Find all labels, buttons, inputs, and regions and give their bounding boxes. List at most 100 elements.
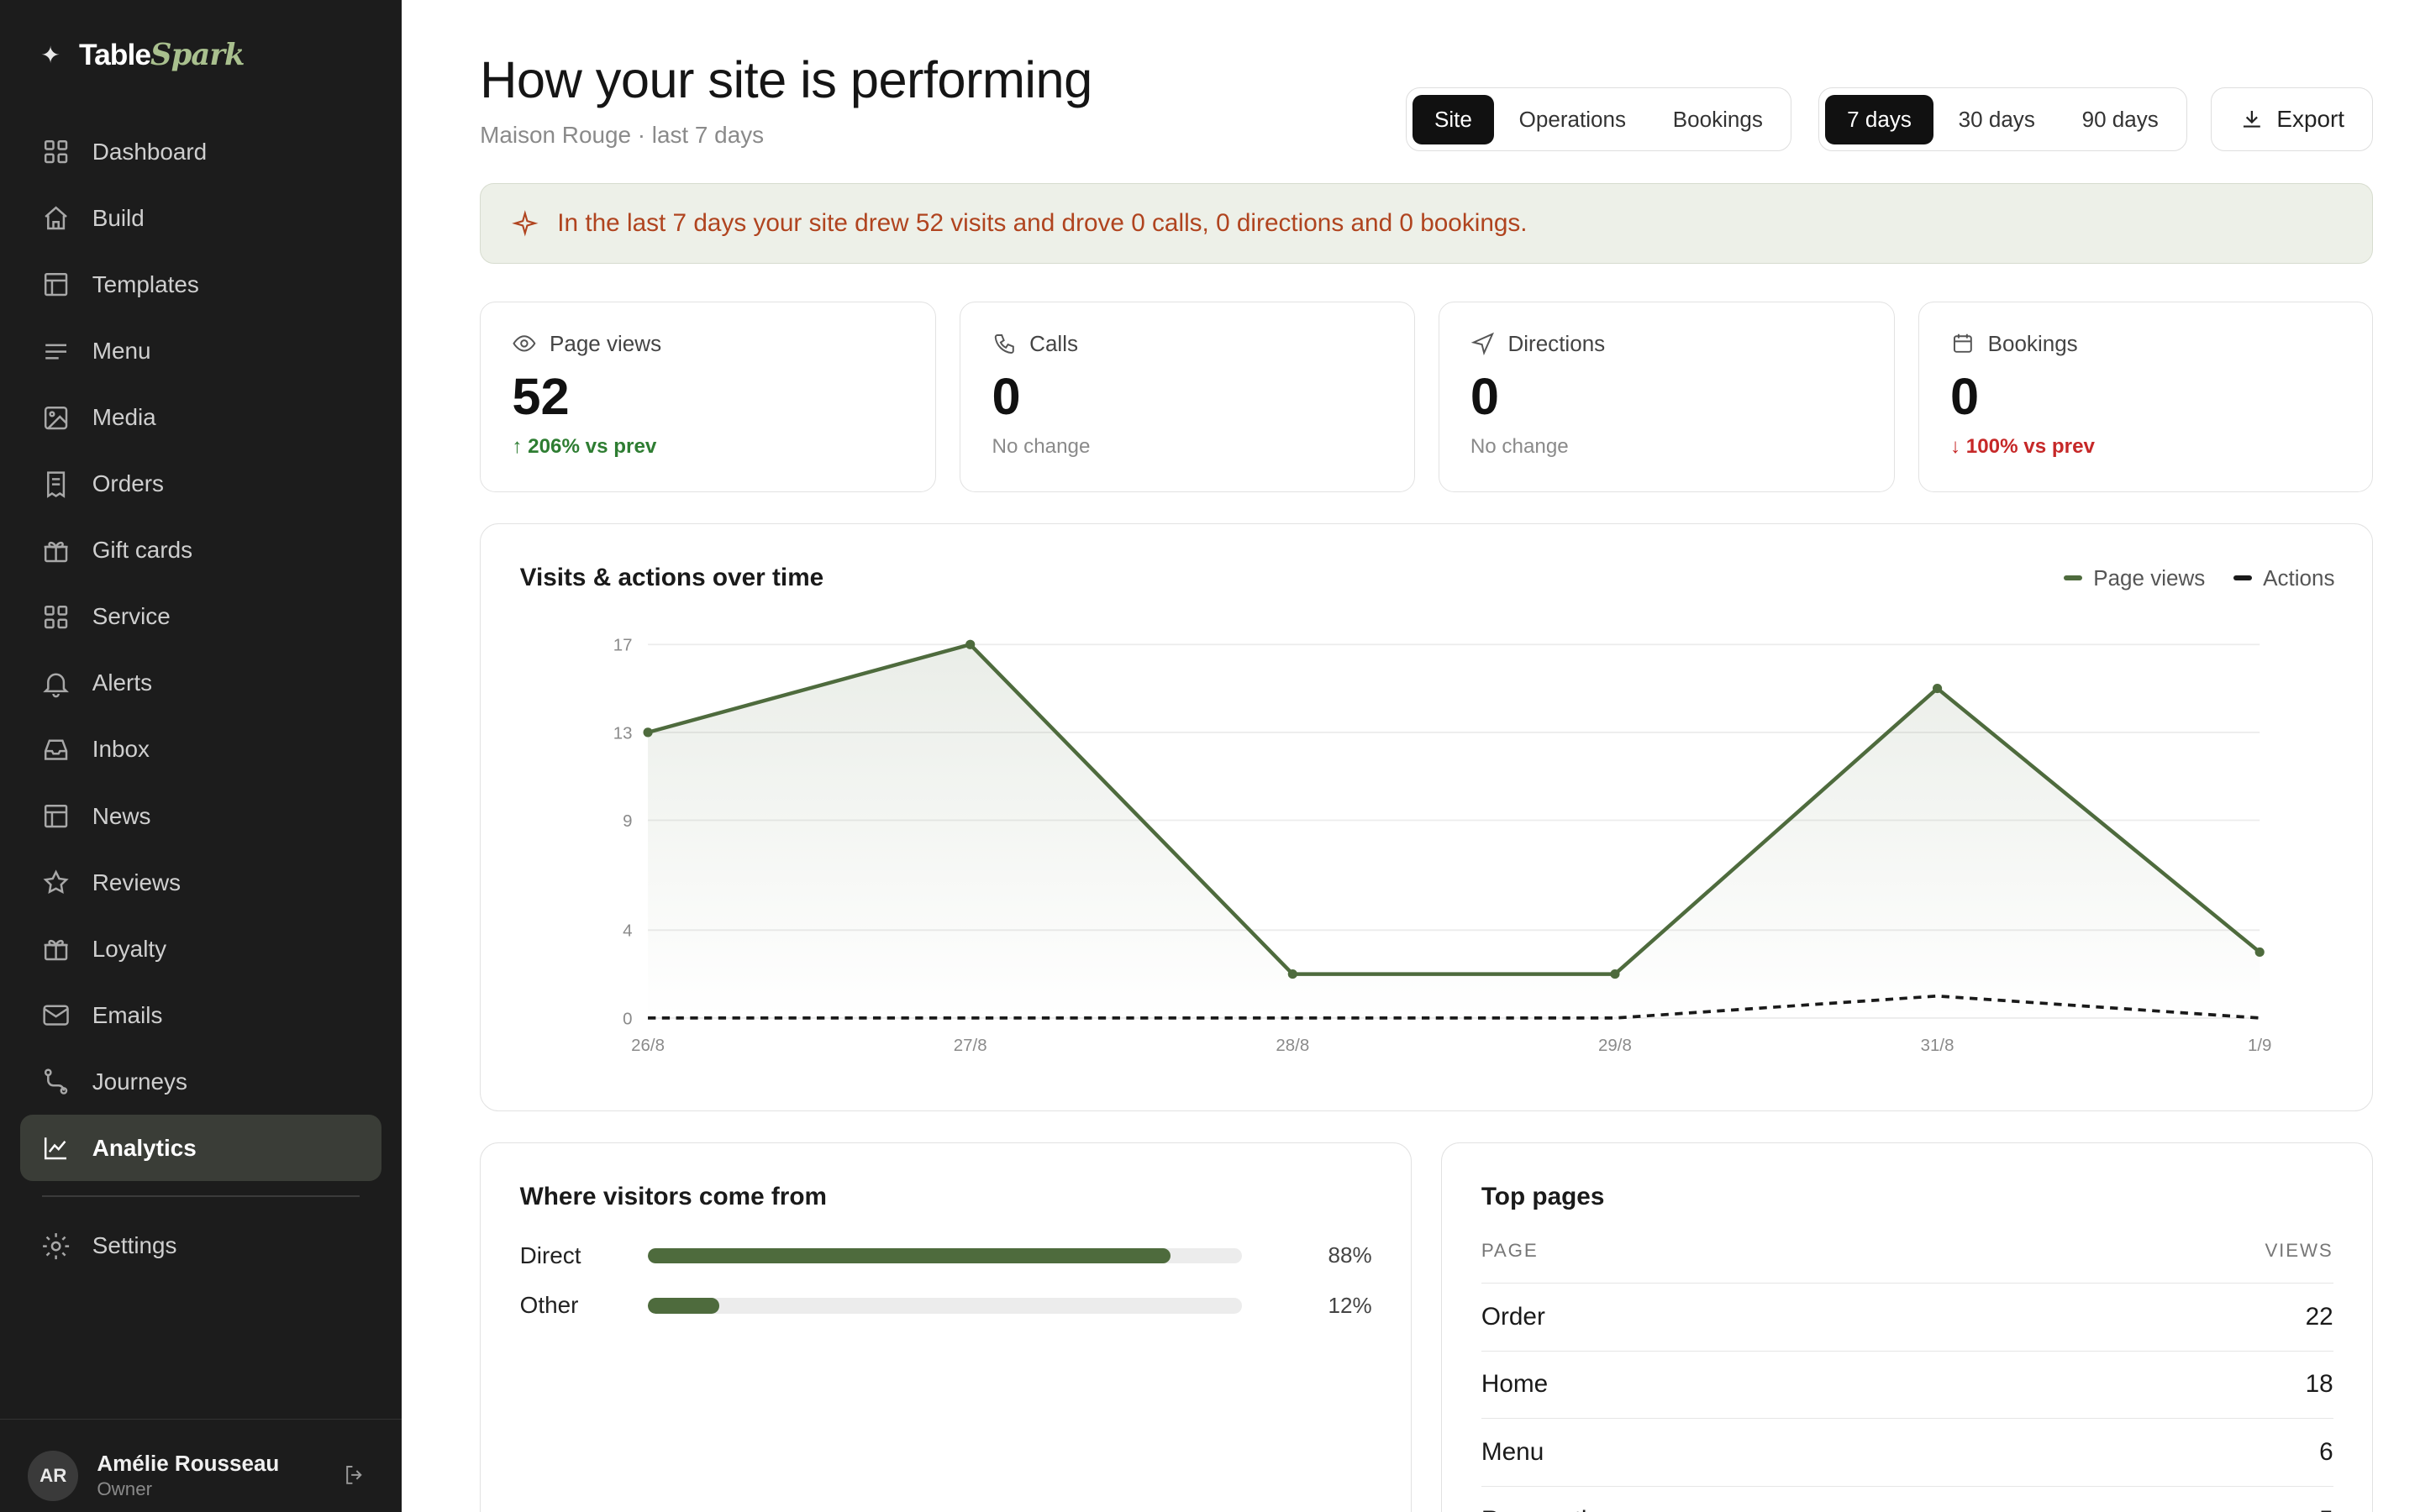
sidebar-item-orders[interactable]: Orders	[20, 451, 381, 517]
navigation-icon	[1470, 332, 1494, 356]
legend-label: Page views	[2093, 564, 2206, 591]
sidebar-item-dashboard[interactable]: Dashboard	[20, 118, 381, 185]
visits-chart-card: Visits & actions over time Page views Act…	[480, 523, 2374, 1111]
page-name: Menu	[1481, 1438, 1544, 1467]
sidebar-item-media[interactable]: Media	[20, 385, 381, 451]
sparkle-icon	[512, 210, 539, 237]
table-row[interactable]: Order 22	[1481, 1282, 2333, 1351]
sidebar-item-inbox[interactable]: Inbox	[20, 717, 381, 783]
sparkle-icon: ✦	[40, 41, 60, 68]
sidebar-item-alerts[interactable]: Alerts	[20, 650, 381, 717]
sidebar-item-build[interactable]: Build	[20, 185, 381, 251]
y-tick-label: 17	[613, 636, 633, 655]
stat-card-bookings: Bookings 0 ↓ 100% vs prev	[1918, 302, 2374, 493]
x-tick-label: 26/8	[631, 1036, 665, 1055]
sidebar-item-templates[interactable]: Templates	[20, 252, 381, 318]
grid-icon	[45, 140, 68, 164]
stat-card-calls: Calls 0 No change	[960, 302, 1415, 493]
stat-card-directions: Directions 0 No change	[1438, 302, 1895, 493]
col-page: PAGE	[1481, 1240, 1539, 1262]
sidebar-item-label: Orders	[92, 470, 164, 497]
sidebar-item-label: Inbox	[92, 736, 150, 763]
gear-icon	[43, 1232, 70, 1259]
source-percent: 88%	[1328, 1242, 1372, 1268]
layout-icon	[45, 804, 68, 828]
data-point	[965, 639, 976, 650]
data-point	[1933, 684, 1943, 694]
x-tick-label: 29/8	[1598, 1036, 1632, 1055]
table-row[interactable]: Reservations 5	[1481, 1486, 2333, 1512]
stat-label: Calls	[1029, 330, 1078, 356]
page-name: Order	[1481, 1302, 1545, 1331]
sidebar-item-emails[interactable]: Emails	[20, 982, 381, 1048]
data-point	[643, 727, 653, 738]
sidebar-item-label: Menu	[92, 338, 151, 365]
stat-header: Bookings	[1950, 331, 2341, 357]
page-subtitle: Maison Rouge · last 7 days	[480, 122, 765, 149]
source-percent: 12%	[1328, 1292, 1372, 1318]
stat-value: 0	[1470, 368, 1499, 427]
tab-bookings[interactable]: Bookings	[1672, 106, 1763, 132]
sidebar-item-menu[interactable]: Menu	[20, 318, 381, 385]
y-tick-label: 9	[623, 811, 632, 831]
range-7-days[interactable]: 7 days	[1825, 94, 1933, 145]
stat-value: 0	[1949, 368, 1980, 427]
stat-card-page-views: Page views 52 ↑ 206% vs prev	[480, 302, 937, 493]
user-profile[interactable]: AR Amélie Rousseau Owner	[0, 1419, 402, 1512]
y-tick-label: 4	[623, 921, 632, 941]
tab-site[interactable]: Site	[1412, 94, 1494, 145]
page-views: 6	[2319, 1438, 2333, 1467]
legend-label: Actions	[2263, 564, 2335, 591]
calendar-icon	[1953, 333, 1972, 353]
source-label: Direct	[519, 1242, 581, 1268]
sidebar-item-service[interactable]: Service	[20, 584, 381, 650]
source-row-other: Other 12%	[520, 1290, 1372, 1321]
bell-icon	[43, 673, 70, 698]
sidebar-item-journeys[interactable]: Journeys	[20, 1048, 381, 1115]
home-icon	[45, 206, 68, 230]
legend-item: Page views	[2063, 564, 2206, 591]
sidebar-item-label: Gift cards	[92, 537, 193, 564]
stat-header: Page views	[512, 331, 904, 357]
gift-icon	[44, 541, 68, 562]
tab-operations[interactable]: Operations	[1518, 106, 1626, 132]
image-icon	[45, 406, 68, 429]
sidebar-item-label: Build	[92, 204, 145, 231]
top-pages-card: Top pages PAGE VIEWS Order 22 Home 18 Menu 6 R…	[1441, 1142, 2374, 1512]
range-90-days[interactable]: 90 days	[2081, 106, 2159, 132]
main-content: How your site is performing Maison Rouge…	[402, 0, 2420, 1512]
phone-icon	[994, 334, 1014, 354]
sidebar-item-gift-cards[interactable]: Gift cards	[20, 517, 381, 584]
stat-value: 0	[992, 368, 1021, 427]
export-button[interactable]: Export	[2210, 87, 2374, 152]
mail-icon	[43, 1005, 70, 1026]
sidebar-item-label: Media	[92, 404, 156, 431]
brand-logo[interactable]: ✦ TableSpark	[40, 37, 245, 72]
sidebar-item-loyalty[interactable]: Loyalty	[20, 916, 381, 982]
logout-icon[interactable]	[342, 1462, 367, 1488]
page-views: 18	[2305, 1370, 2333, 1399]
sidebar-item-analytics[interactable]: Analytics	[20, 1115, 381, 1182]
summary-text: In the last 7 days your site drew 52 vis…	[557, 209, 1528, 238]
table-row[interactable]: Home 18	[1481, 1350, 2333, 1419]
range-30-days[interactable]: 30 days	[1958, 106, 2035, 132]
page-title: How your site is performing	[480, 50, 1092, 109]
sidebar: ✦ TableSpark Dashboard Build Templates Menu…	[0, 0, 402, 1512]
sidebar-item-reviews[interactable]: Reviews	[20, 849, 381, 916]
sidebar-item-label: Reviews	[92, 869, 182, 895]
sidebar-item-label: Journeys	[92, 1068, 187, 1095]
layout-icon	[45, 273, 68, 297]
sidebar-item-settings[interactable]: Settings	[20, 1213, 381, 1279]
table-row[interactable]: Menu 6	[1481, 1418, 2333, 1486]
sidebar-item-news[interactable]: News	[20, 783, 381, 849]
page-name: Home	[1481, 1370, 1549, 1399]
star-icon	[43, 869, 70, 895]
sidebar-item-label: News	[92, 802, 151, 829]
page-views: 22	[2305, 1302, 2333, 1331]
receipt-icon	[47, 471, 66, 498]
page-name: Reservations	[1481, 1506, 1628, 1512]
inbox-icon	[45, 739, 68, 760]
brand-name: TableSpark	[79, 37, 245, 72]
stat-delta: ↑ 206% vs prev	[512, 435, 657, 459]
avatar: AR	[28, 1451, 79, 1501]
